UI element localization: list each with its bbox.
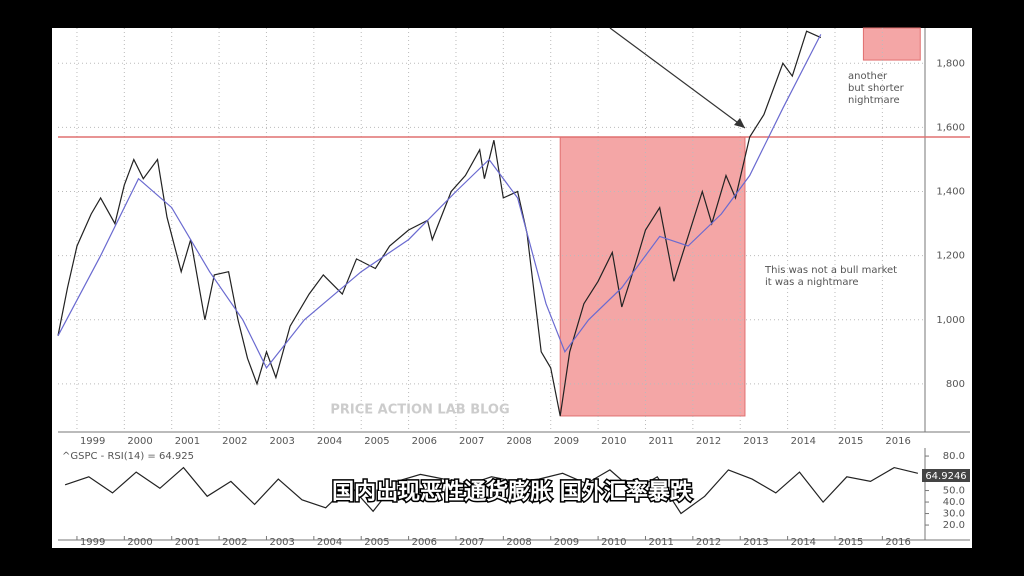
y-tick-label: 1,000	[936, 315, 965, 326]
x-tick-label: 2005	[364, 537, 389, 548]
y-tick-label: 1,800	[936, 58, 965, 69]
last-value-label: 64.9246	[925, 471, 966, 482]
value-box	[922, 469, 970, 482]
y-tick-label: 1,600	[936, 122, 965, 133]
x-tick-label: 2006	[412, 436, 437, 447]
x-tick-label: 2000	[127, 537, 152, 548]
x-tick-label: 2015	[838, 436, 863, 447]
rsi-title: ^GSPC - RSI(14) = 64.925	[62, 451, 194, 462]
x-tick-label: 2003	[269, 537, 294, 548]
x-tick-label: 1999	[80, 436, 105, 447]
x-tick-label: 2014	[791, 537, 816, 548]
x-tick-label: 2012	[696, 537, 721, 548]
series-line	[57, 34, 822, 370]
x-tick-label: 2004	[317, 436, 342, 447]
x-tick-label: 2010	[601, 537, 626, 548]
x-tick-label: 2007	[459, 537, 484, 548]
x-tick-label: 2008	[506, 537, 531, 548]
y-tick-label: 800	[946, 379, 965, 390]
x-tick-label: 2013	[743, 537, 768, 548]
y-tick-label: 1,200	[936, 251, 965, 262]
arrow-head	[734, 118, 745, 128]
x-tick-label: 2016	[885, 436, 910, 447]
x-tick-label: 2016	[885, 537, 910, 548]
chart-background	[52, 28, 972, 548]
x-tick-label: 2002	[222, 436, 247, 447]
y-tick-label: 80.0	[943, 451, 965, 462]
x-tick-label: 2009	[554, 436, 579, 447]
x-tick-label: 2002	[222, 537, 247, 548]
x-tick-label: 2008	[506, 436, 531, 447]
x-tick-label: 2003	[269, 436, 294, 447]
x-tick-label: 2015	[838, 537, 863, 548]
y-tick-label: 50.0	[943, 486, 965, 497]
x-tick-label: 2009	[554, 537, 579, 548]
series-line	[64, 466, 919, 515]
y-tick-label: 1,400	[936, 187, 965, 198]
x-tick-label: 2001	[175, 436, 200, 447]
arrow	[609, 27, 746, 129]
x-tick-label: 2006	[412, 537, 437, 548]
shaded-region	[862, 27, 921, 61]
x-tick-label: 2005	[364, 436, 389, 447]
x-tick-label: 2007	[459, 436, 484, 447]
watermark: PRICE ACTION LAB BLOG	[330, 403, 509, 418]
x-tick-label: 2011	[648, 537, 673, 548]
x-tick-label: 2012	[696, 436, 721, 447]
price-panel: 800 1,000 1,200 1,400 1,600 1,800 1999 2000 2001…	[57, 27, 970, 447]
y-tick-label: 40.0	[943, 497, 965, 508]
rsi-panel: 20.030.040.050.0 80.0 1999 2000 2001 2002 2003…	[58, 448, 970, 548]
y-tick-label: 20.0	[943, 520, 965, 531]
x-tick-label: 2000	[127, 436, 152, 447]
x-tick-label: 2001	[175, 537, 200, 548]
caption: 国内出现恶性通货膨胀 国外汇率暴跌	[332, 479, 693, 505]
annotation: This was not a bull market it was a night…	[764, 265, 897, 288]
x-tick-label: 2010	[601, 436, 626, 447]
y-tick-label: 30.0	[943, 509, 965, 520]
x-tick-label: 2004	[317, 537, 342, 548]
annotation: another but shorter nightmare	[848, 71, 905, 106]
x-tick-label: 1999	[80, 537, 105, 548]
series-line	[57, 30, 822, 417]
x-tick-label: 2013	[743, 436, 768, 447]
shaded-region	[559, 136, 746, 417]
x-tick-label: 2011	[648, 436, 673, 447]
x-tick-label: 2014	[791, 436, 816, 447]
